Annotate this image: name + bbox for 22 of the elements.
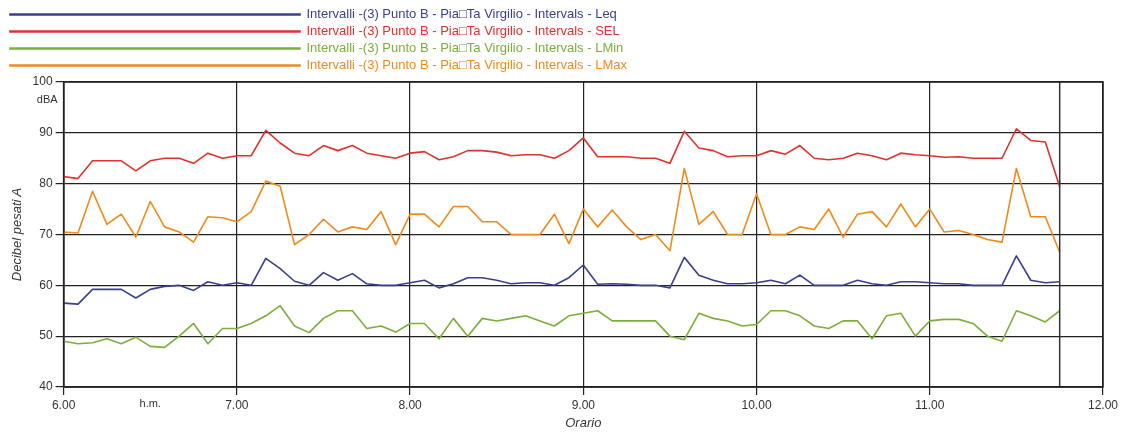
y-tick-label: 60 — [39, 277, 53, 292]
text: Intervalli -(3) Punto B - Pia□Ta Virgilio - Intervals - Leq — [306, 6, 617, 22]
y-tick-label: 40 — [39, 379, 53, 394]
x-tick-label: 9.00 — [571, 397, 596, 412]
text: Intervalli -(3) Punto B - Pia□Ta Virgilio - Intervals - LMin — [306, 40, 624, 56]
text: Intervalli -(3) Punto B - Pia□Ta Virgilio - Intervals - SEL — [306, 23, 620, 39]
text: Intervalli -(3) Punto B - Pia□Ta Virgilio - Intervals - LMax — [306, 57, 628, 73]
text: dBA — [36, 93, 59, 106]
x-axis-title: Orario — [565, 414, 602, 430]
x-tick-label: 10.00 — [741, 397, 772, 412]
x-tick-label: 8.00 — [398, 397, 423, 412]
y-tick-label: 50 — [39, 328, 53, 343]
y-tick-label: 80 — [39, 175, 53, 190]
y-tick-label: 90 — [39, 125, 53, 140]
text: h.m. — [139, 397, 161, 410]
x-tick-label: 6.00 — [51, 397, 76, 412]
x-tick-label: 12.00 — [1087, 397, 1119, 412]
y-tick-label: 100 — [32, 74, 53, 89]
y-tick-label: 70 — [39, 226, 53, 241]
y-axis-title: Decibel pesati A — [9, 187, 25, 282]
x-tick-label: 11.00 — [915, 397, 945, 412]
x-tick-label: 7.00 — [225, 397, 249, 412]
